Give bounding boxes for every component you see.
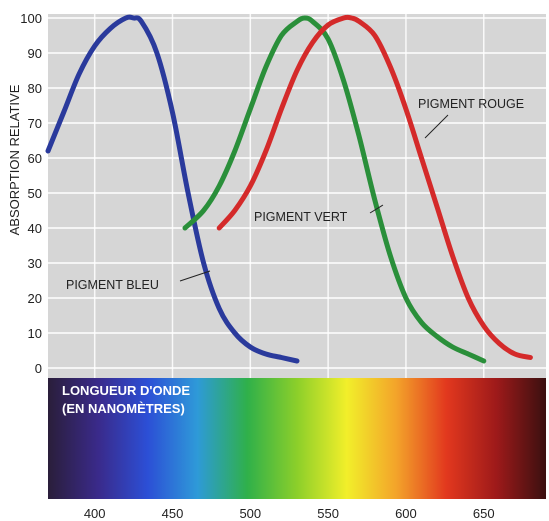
x-tick-label: 550 [317,506,339,521]
pigment-rouge-label: PIGMENT ROUGE [418,97,524,111]
x-tick-labels: 400 450 500 550 600 650 [84,506,495,521]
y-tick-label: 30 [28,256,42,271]
label-pigment-rouge: PIGMENT ROUGE [418,97,524,139]
pigment-bleu-label: PIGMENT BLEU [66,278,159,292]
label-pigment-bleu: PIGMENT BLEU [66,270,211,292]
x-tick-label: 400 [84,506,106,521]
pigment-bleu-curve [45,14,300,364]
x-tick-label: 600 [395,506,417,521]
y-tick-label: 70 [28,116,42,131]
spectrum-band [48,378,546,499]
pigment-vert-leader [369,204,384,214]
label-pigment-vert: PIGMENT VERT [254,204,384,224]
x-tick-label: 500 [239,506,261,521]
pigment-rouge-curve [216,14,533,360]
y-tick-label: 100 [20,11,42,26]
x-tick-label: 650 [473,506,495,521]
y-tick-label: 20 [28,291,42,306]
x-axis-label-line2: (EN NANOMÈTRES) [62,401,185,416]
x-tick-label: 450 [162,506,184,521]
series-curves [45,14,533,364]
pigment-rouge-leader [424,114,449,139]
grid [48,14,546,499]
y-tick-label: 80 [28,81,42,96]
pigment-vert-curve [182,15,487,364]
y-tick-labels: 0 10 20 30 40 50 60 70 80 90 100 [20,11,42,376]
y-tick-label: 90 [28,46,42,61]
y-tick-label: 40 [28,221,42,236]
y-tick-label: 50 [28,186,42,201]
y-tick-label: 60 [28,151,42,166]
y-tick-label: 0 [35,361,42,376]
y-axis-label: ABSORPTION RELATIVE [7,84,22,235]
x-axis-label-line1: LONGUEUR D'ONDE [62,383,190,398]
pigment-vert-label: PIGMENT VERT [254,210,348,224]
y-tick-label: 10 [28,326,42,341]
pigment-bleu-leader [179,270,211,282]
